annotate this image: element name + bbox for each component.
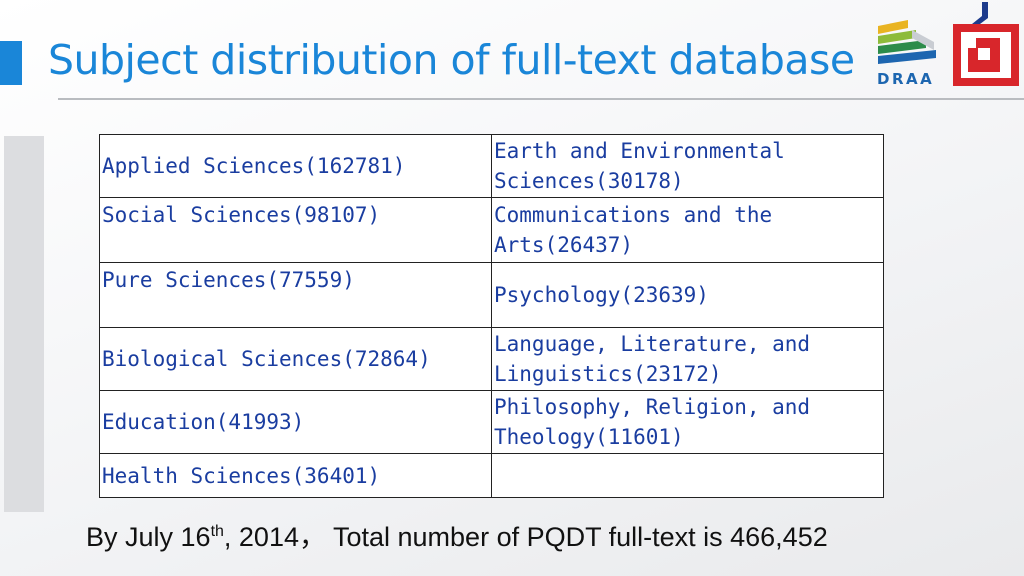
table-cell: Biological Sciences(72864)	[99, 327, 492, 391]
table-cell: Social Sciences(98107)	[99, 197, 492, 263]
table-cell: Applied Sciences(162781)	[99, 134, 492, 198]
subject-table: Applied Sciences(162781) Earth and Envir…	[99, 134, 884, 498]
table-cell: Philosophy, Religion, and Theology(11601…	[491, 390, 884, 454]
draa-logo-text: DRAA	[877, 70, 934, 88]
total-count-note: By July 16th, 2014， Total number of PQDT…	[86, 510, 828, 559]
table-cell: Earth and Environmental Sciences(30178)	[491, 134, 884, 198]
table-cell: Communications and the Arts(26437)	[491, 197, 884, 263]
slide-title: Subject distribution of full-text databa…	[48, 36, 855, 84]
title-divider	[58, 98, 1024, 100]
table-row: Health Sciences(36401)	[99, 453, 884, 498]
table-row: Education(41993) Philosophy, Religion, a…	[99, 390, 884, 454]
footer-prefix: By July 16	[86, 522, 211, 552]
title-accent-bar	[0, 41, 22, 85]
table-row: Social Sciences(98107) Communications an…	[99, 197, 884, 263]
table-cell: Language, Literature, and Linguistics(23…	[491, 327, 884, 391]
table-cell: Psychology(23639)	[491, 262, 884, 328]
subject-table-container: Applied Sciences(162781) Earth and Envir…	[99, 134, 884, 498]
draa-logo: DRAA	[877, 20, 936, 88]
table-cell: Health Sciences(36401)	[99, 453, 492, 498]
table-cell: Education(41993)	[99, 390, 492, 454]
footer-superscript: th	[210, 523, 224, 540]
table-row: Biological Sciences(72864) Language, Lit…	[99, 327, 884, 391]
side-decor-bar	[4, 136, 44, 512]
table-cell: Pure Sciences(77559)	[99, 262, 492, 328]
table-row: Pure Sciences(77559) Psychology(23639)	[99, 262, 884, 328]
table-row: Applied Sciences(162781) Earth and Envir…	[99, 134, 884, 198]
logo-graphic: DRAA	[877, 2, 1019, 88]
institution-logo	[953, 2, 1019, 86]
table-cell	[491, 453, 884, 498]
logo-group: DRAA	[872, 2, 1022, 90]
footer-suffix: , 2014， Total number of PQDT full-text i…	[223, 522, 828, 552]
